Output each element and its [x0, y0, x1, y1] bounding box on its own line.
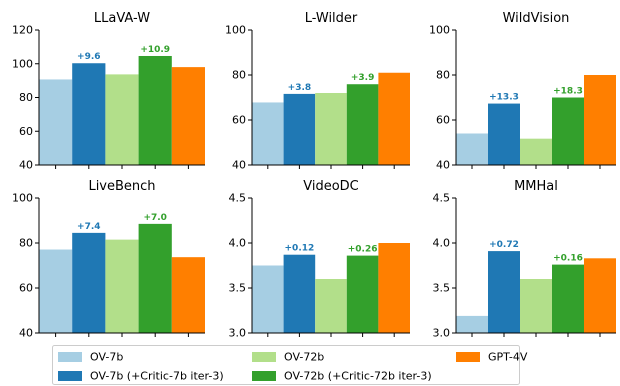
bar [584, 75, 616, 165]
chart-panel: MMHal +0.72 +0.16 3.0 3.5 4.0 4.5 [433, 179, 616, 340]
bar [283, 254, 316, 333]
bar [171, 257, 205, 333]
chart-title: MMHal [514, 179, 558, 194]
chart-title: L-Wilder [305, 11, 358, 26]
legend-swatch [58, 371, 82, 381]
bar [456, 133, 488, 165]
bar [584, 258, 616, 333]
y-tick-label: 100 [225, 24, 246, 37]
bar [315, 93, 347, 165]
y-tick-label: 3.0 [433, 327, 451, 340]
y-tick-label: 100 [12, 192, 33, 205]
legend-swatch [456, 352, 480, 362]
bar [171, 67, 205, 165]
data-label: +0.12 [285, 244, 315, 254]
y-tick-label: 60 [436, 114, 450, 127]
y-tick-label: 3.5 [229, 282, 247, 295]
y-tick-label: 60 [19, 125, 33, 138]
data-label: +9.6 [77, 52, 100, 62]
bar [39, 79, 73, 165]
y-tick-label: 40 [232, 159, 246, 172]
legend-label: OV-7b (+Critic-7b iter-3) [90, 370, 224, 383]
bar [252, 102, 284, 165]
data-label: +0.26 [348, 245, 378, 255]
legend-label: OV-72b [284, 351, 324, 364]
bar [520, 138, 552, 165]
chart-panel: L-Wilder +3.8 +3.9 40 60 80 100 [225, 11, 410, 172]
y-tick-label: 80 [232, 69, 246, 82]
data-label: +0.16 [553, 254, 583, 264]
legend-swatch [252, 352, 276, 362]
data-label: +7.4 [77, 222, 100, 232]
bar [378, 243, 410, 333]
chart-title: WildVision [503, 11, 570, 26]
bar [72, 63, 106, 165]
chart-title: VideoDC [303, 179, 359, 194]
y-tick-label: 100 [12, 57, 33, 70]
bar [346, 255, 379, 333]
y-tick-label: 80 [19, 91, 33, 104]
y-tick-label: 4.0 [433, 237, 451, 250]
chart-panel: LiveBench +7.4 +7.0 40 60 80 100 [12, 179, 205, 340]
y-tick-label: 60 [232, 114, 246, 127]
y-tick-label: 4.5 [229, 192, 247, 205]
bar [105, 239, 139, 333]
bar [105, 74, 139, 165]
legend-label: OV-72b (+Critic-72b iter-3) [284, 370, 432, 383]
bar [72, 232, 106, 333]
y-tick-label: 80 [19, 237, 33, 250]
data-label: +0.72 [489, 240, 519, 250]
y-tick-label: 60 [19, 282, 33, 295]
chart-title: LiveBench [88, 179, 155, 194]
data-label: +3.9 [351, 73, 374, 83]
bar [252, 265, 284, 333]
bar [552, 97, 584, 165]
data-label: +18.3 [553, 87, 583, 97]
chart-panel: VideoDC +0.12 +0.26 3.0 3.5 4.0 4.5 [229, 179, 410, 340]
bar [39, 249, 73, 333]
y-tick-label: 80 [436, 69, 450, 82]
bar [315, 279, 347, 333]
y-tick-label: 3.0 [229, 327, 247, 340]
bar [520, 279, 552, 333]
bar [456, 315, 488, 333]
data-label: +7.0 [143, 213, 166, 223]
data-label: +10.9 [140, 45, 170, 55]
legend-swatch [252, 371, 276, 381]
bar [552, 264, 584, 333]
y-tick-label: 120 [12, 24, 33, 37]
legend: OV-7b OV-7b (+Critic-7b iter-3) OV-72b OV-7… [52, 345, 528, 385]
bar [488, 251, 520, 333]
bar [488, 103, 520, 165]
bar [138, 223, 172, 333]
data-label: +13.3 [489, 93, 519, 103]
bar [346, 84, 379, 165]
y-tick-label: 4.5 [433, 192, 451, 205]
chart-title: LLaVA-W [94, 11, 150, 26]
legend-swatch [58, 352, 82, 362]
y-tick-label: 4.0 [229, 237, 247, 250]
legend-label: OV-7b [90, 351, 123, 364]
chart-panel: LLaVA-W +9.6 +10.9 40 60 80 100 120 [12, 11, 205, 172]
y-tick-label: 40 [19, 159, 33, 172]
y-tick-label: 40 [436, 159, 450, 172]
y-tick-label: 40 [19, 327, 33, 340]
bar [378, 72, 410, 165]
bar [138, 55, 172, 165]
data-label: +3.8 [288, 83, 311, 93]
legend-box [52, 345, 520, 385]
chart-panel: WildVision +13.3 +18.3 40 60 80 100 [429, 11, 616, 172]
legend-label: GPT-4V [488, 351, 528, 364]
y-tick-label: 100 [429, 24, 450, 37]
bar [283, 93, 316, 165]
y-tick-label: 3.5 [433, 282, 451, 295]
